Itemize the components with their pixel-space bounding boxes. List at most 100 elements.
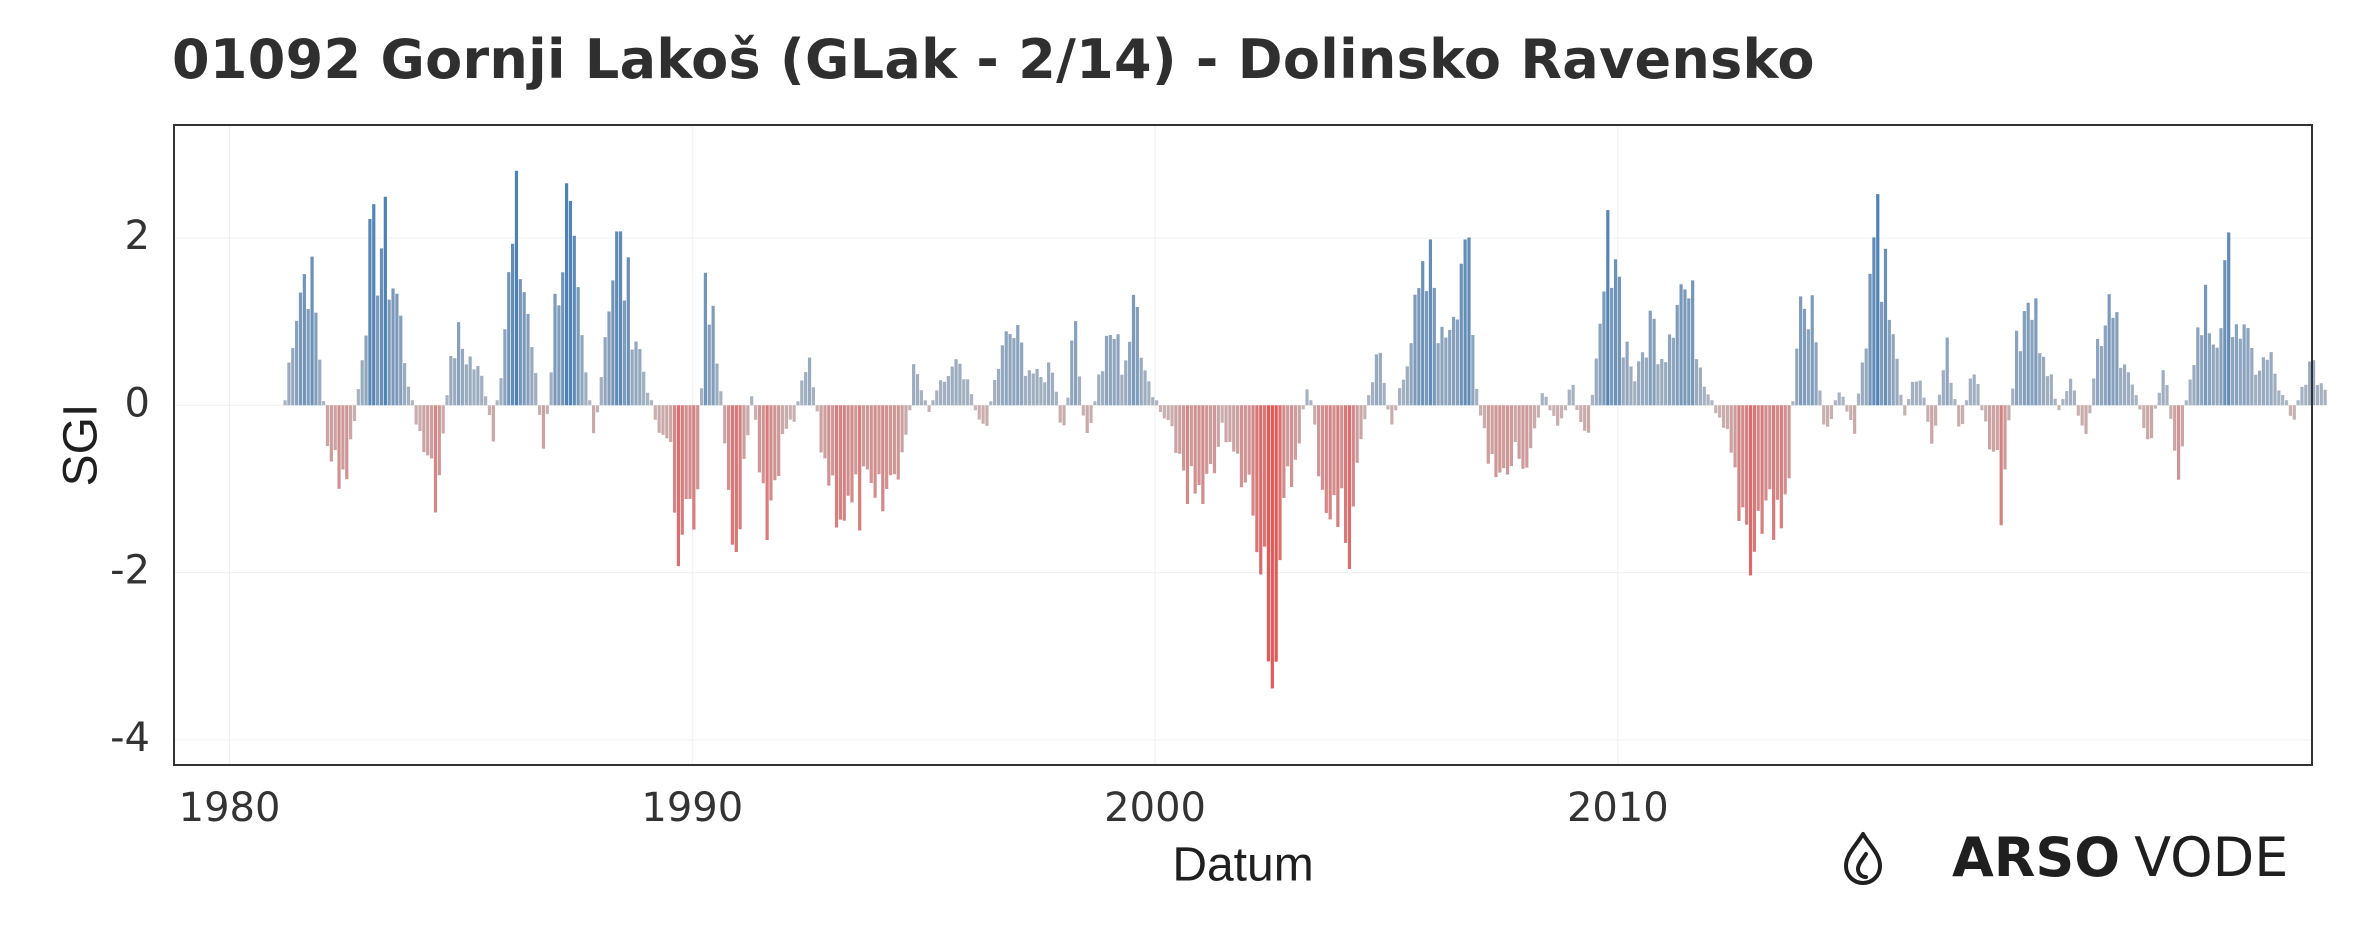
bar: [1934, 405, 1938, 426]
bar: [1158, 405, 1163, 412]
bar: [2269, 352, 2273, 406]
bar: [1937, 394, 1942, 406]
bar: [1995, 405, 1999, 450]
bar: [1644, 357, 1648, 406]
bar: [1941, 370, 1945, 406]
bar: [1567, 389, 1571, 406]
bar: [1760, 405, 1764, 534]
bar: [1656, 364, 1660, 406]
bar: [638, 349, 642, 406]
bar: [1883, 248, 1888, 406]
bar: [383, 196, 387, 406]
bar: [892, 405, 896, 475]
bar: [1355, 405, 1359, 463]
bar: [2176, 405, 2181, 480]
bar: [615, 231, 619, 406]
bar: [1324, 405, 1328, 513]
bar: [1247, 405, 1251, 475]
bar: [1131, 294, 1136, 406]
bar: [2188, 379, 2192, 406]
bar: [1891, 334, 1895, 406]
bar: [1783, 405, 1787, 495]
bar: [588, 400, 592, 406]
bar: [1050, 372, 1055, 406]
bar: [1081, 405, 1085, 416]
bar: [418, 405, 422, 432]
bar: [291, 348, 295, 406]
bar: [888, 405, 893, 476]
bar: [1451, 316, 1456, 406]
bar: [1424, 291, 1429, 406]
bar: [549, 372, 553, 406]
bar: [1498, 405, 1502, 473]
bar: [1764, 405, 1768, 501]
bar: [1930, 405, 1934, 444]
bar: [387, 299, 391, 406]
bar: [603, 337, 607, 406]
x-tick-label: 2000: [1104, 785, 1206, 831]
bar: [1926, 405, 1930, 422]
bar: [1667, 334, 1672, 406]
bar: [607, 311, 611, 406]
bar: [1532, 405, 1537, 429]
bar: [1478, 405, 1483, 416]
bar: [1822, 405, 1826, 425]
bar: [1151, 397, 1155, 406]
bar: [622, 300, 627, 406]
bar: [1918, 380, 1922, 406]
bar: [1810, 295, 1814, 406]
bar: [1872, 237, 1876, 406]
bar: [634, 341, 638, 406]
bar: [1004, 331, 1008, 406]
brand-name-light: VODE: [2134, 826, 2289, 889]
bar: [2300, 386, 2304, 406]
bar: [2323, 389, 2327, 406]
x-tick-label: 1980: [179, 785, 281, 831]
bar: [1583, 405, 1587, 431]
bar: [834, 405, 839, 528]
bar: [2261, 357, 2266, 406]
bar: [1756, 405, 1760, 511]
bar: [1829, 405, 1834, 419]
bar: [1633, 381, 1637, 406]
bar: [2038, 353, 2042, 406]
bar: [2254, 374, 2258, 406]
bar: [1748, 405, 1753, 576]
bar: [372, 204, 376, 406]
plot-frame: [173, 124, 2313, 766]
bar: [364, 335, 368, 406]
bar: [865, 405, 869, 470]
bar: [1043, 382, 1047, 406]
bar: [1849, 405, 1853, 421]
bar: [1289, 405, 1294, 488]
bar: [1559, 405, 1564, 419]
bar: [1972, 374, 1976, 406]
bar: [792, 405, 796, 422]
bar: [1691, 280, 1695, 406]
bar: [1189, 405, 1193, 467]
bar: [2308, 361, 2312, 406]
bar: [1964, 400, 1969, 406]
bar: [2022, 311, 2026, 406]
bar: [1718, 405, 1722, 418]
bar: [325, 405, 330, 447]
bar: [507, 272, 511, 406]
bar: [780, 405, 785, 435]
bar: [1984, 405, 1988, 422]
chart-title: 01092 Gornji Lakoš (GLak - 2/14) - Dolin…: [172, 28, 1815, 91]
bar: [1853, 405, 1857, 434]
bar: [2030, 319, 2034, 406]
bar: [1182, 405, 1186, 471]
bar: [1814, 342, 1818, 406]
bar: [761, 405, 765, 484]
bar: [1733, 405, 1737, 468]
bar: [1448, 329, 1452, 406]
bar: [453, 358, 457, 406]
bar: [1625, 341, 1629, 406]
bar: [838, 405, 842, 520]
bar: [2119, 367, 2123, 406]
bar: [2173, 405, 2177, 451]
bar: [1617, 276, 1621, 406]
bar: [742, 405, 746, 459]
bar: [1741, 405, 1745, 508]
